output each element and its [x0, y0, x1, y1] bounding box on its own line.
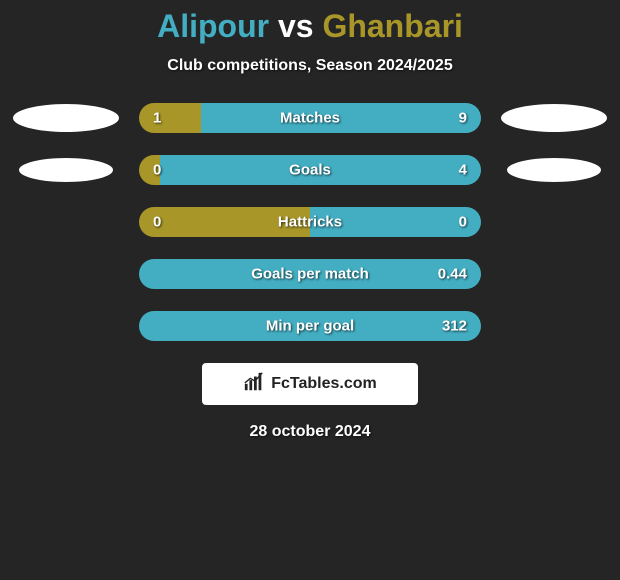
- team-logo-right: [499, 156, 609, 184]
- stat-label: Hattricks: [278, 214, 342, 231]
- team-logo-left: [11, 156, 121, 184]
- stat-label: Min per goal: [266, 318, 354, 335]
- left-value: 0: [153, 162, 161, 179]
- title-vs: vs: [278, 8, 314, 44]
- right-value: 4: [459, 162, 467, 179]
- stat-label: Matches: [280, 110, 340, 127]
- ellipse-icon: [19, 158, 113, 182]
- title-left: Alipour: [157, 8, 269, 44]
- right-value: 0: [459, 214, 467, 231]
- stat-row: 0 Hattricks 0: [0, 207, 620, 237]
- ellipse-icon: [507, 158, 601, 182]
- brand-text: FcTables.com: [271, 375, 377, 393]
- stat-label: Goals: [289, 162, 331, 179]
- right-value: 0.44: [438, 266, 467, 283]
- stat-bar: 0 Hattricks 0: [139, 207, 481, 237]
- team-logo-left: [11, 104, 121, 132]
- right-value: 9: [459, 110, 467, 127]
- left-value: 1: [153, 110, 161, 127]
- title-right: Ghanbari: [322, 8, 462, 44]
- left-value: 0: [153, 214, 161, 231]
- stats-rows: 1 Matches 9 0 Goals 4 0 Hattricks 0 Goals per mat…: [0, 103, 620, 341]
- page-title: Alipour vs Ghanbari: [0, 8, 620, 45]
- stat-row: 0 Goals 4: [0, 155, 620, 185]
- ellipse-icon: [501, 104, 607, 132]
- stat-bar: Goals per match 0.44: [139, 259, 481, 289]
- bar-fill-right: [201, 103, 481, 133]
- stat-row: Goals per match 0.44: [0, 259, 620, 289]
- brand-box: FcTables.com: [202, 363, 418, 405]
- team-logo-right: [499, 104, 609, 132]
- stat-bar: Min per goal 312: [139, 311, 481, 341]
- right-value: 312: [442, 318, 467, 335]
- stat-row: 1 Matches 9: [0, 103, 620, 133]
- stat-bar: 0 Goals 4: [139, 155, 481, 185]
- date-label: 28 october 2024: [0, 423, 620, 441]
- stat-label: Goals per match: [251, 266, 369, 283]
- chart-container: Alipour vs Ghanbari Club competitions, S…: [0, 0, 620, 580]
- bar-fill-left: [139, 103, 201, 133]
- ellipse-icon: [13, 104, 119, 132]
- chart-icon: [243, 371, 265, 398]
- stat-bar: 1 Matches 9: [139, 103, 481, 133]
- subtitle: Club competitions, Season 2024/2025: [0, 57, 620, 75]
- stat-row: Min per goal 312: [0, 311, 620, 341]
